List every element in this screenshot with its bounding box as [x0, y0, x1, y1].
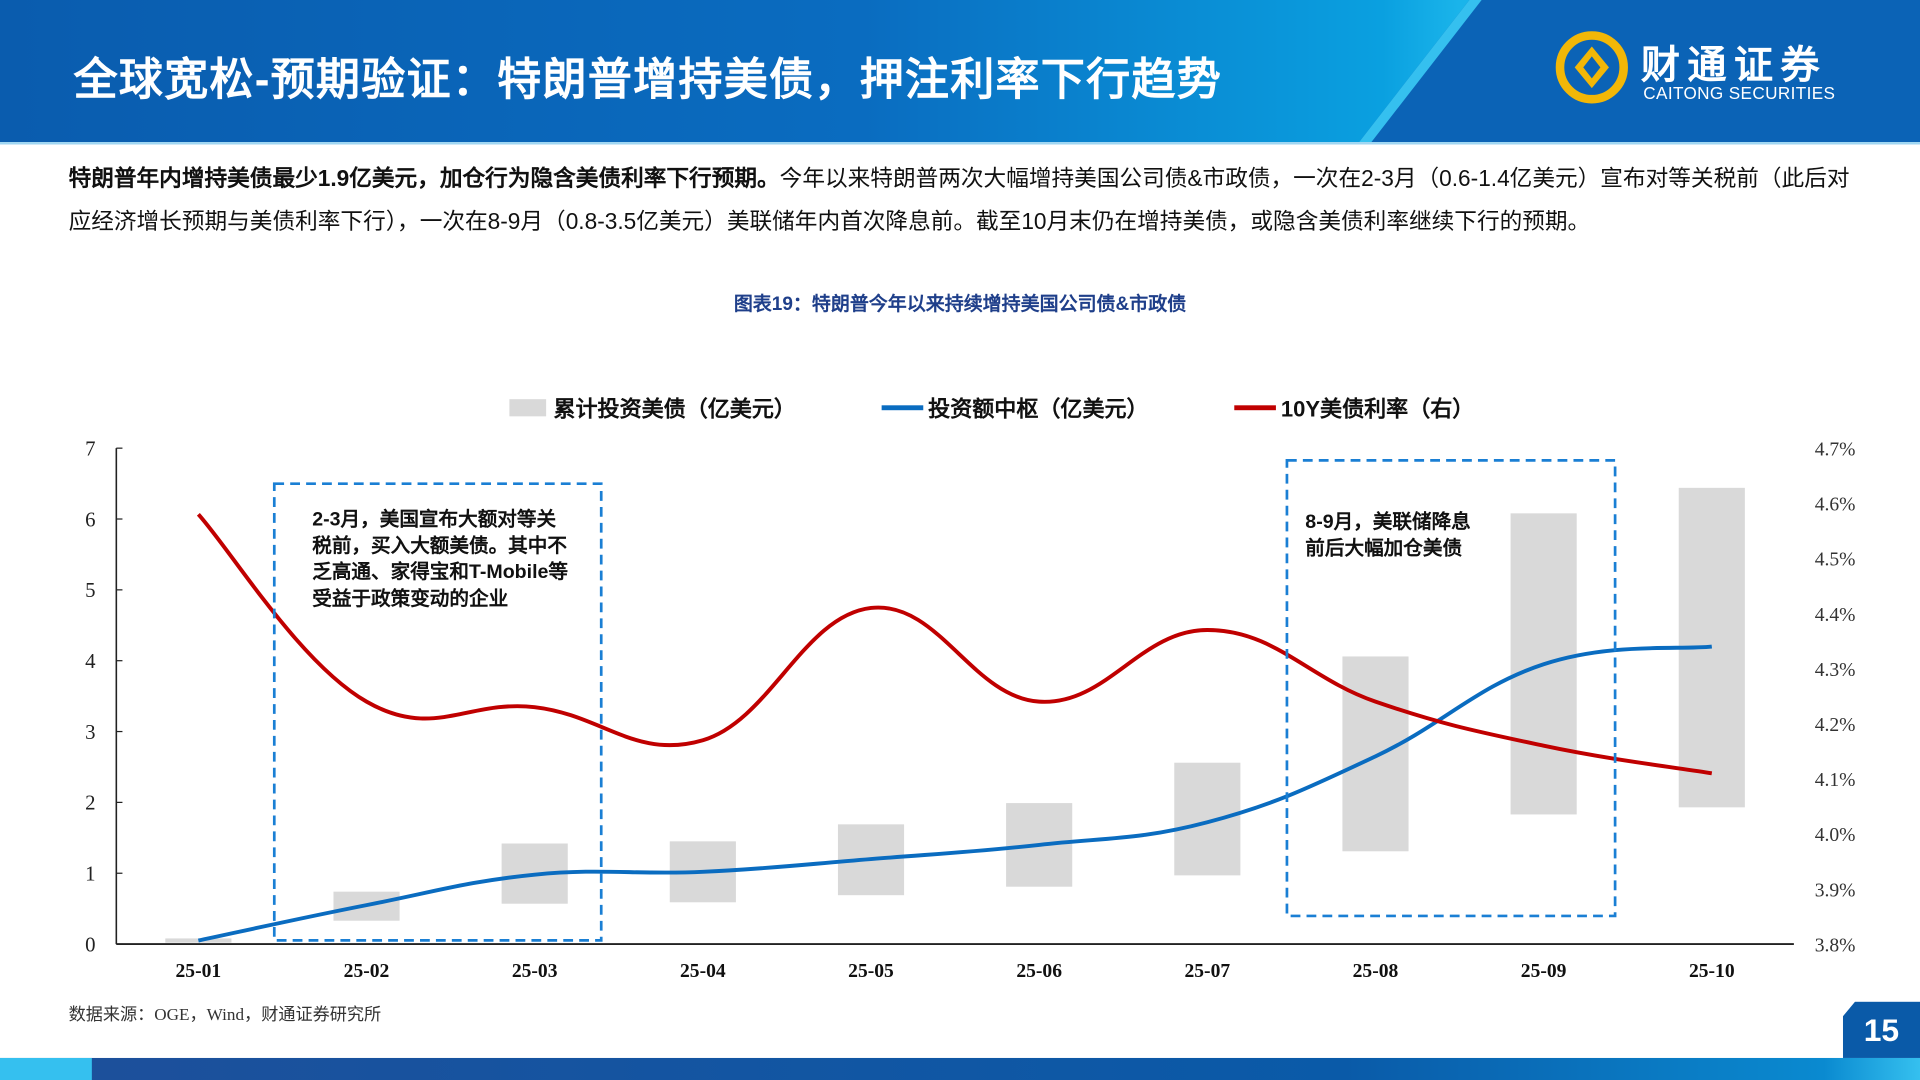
y-tick-label-right: 4.2%: [1815, 715, 1856, 736]
x-tick-label: 25-08: [1353, 961, 1399, 982]
summary-text: 今年以来特朗普两次大幅增持美国公司债&市政债，一次在2-3月（0.6-1.4亿美…: [68, 165, 1850, 234]
y-tick-label-left: 6: [85, 507, 95, 531]
y-tick-label-left: 5: [85, 578, 95, 602]
data-source: 数据来源：OGE，Wind，财通证券研究所: [68, 1006, 382, 1025]
footer-bar: [0, 1057, 1920, 1080]
y-tick-label-left: 1: [85, 862, 95, 886]
y-tick-label-right: 4.0%: [1815, 825, 1856, 846]
bar-25-04: [669, 841, 736, 903]
x-tick-label: 25-05: [848, 961, 894, 982]
bar-25-01: [165, 938, 232, 943]
bar-25-05: [837, 824, 905, 896]
y-tick-label-left: 3: [85, 720, 95, 744]
x-tick-label: 25-02: [344, 961, 390, 982]
legend-label: 10Y美债利率（右）: [1280, 396, 1475, 422]
bar-25-09: [1510, 513, 1577, 815]
summary-paragraph: 特朗普年内增持美债最少1.9亿美元，加仓行为隐含美债利率下行预期。今年以来特朗普…: [69, 157, 1857, 243]
chart-title: 图表19：特朗普今年以来持续增持美国公司债&市政债: [733, 293, 1187, 315]
legend-label: 投资额中枢（亿美元）: [928, 396, 1149, 422]
footer-accent: [0, 1057, 92, 1080]
bar-25-10: [1678, 487, 1745, 808]
y-tick-label-left: 0: [85, 932, 95, 956]
bar-25-07: [1174, 762, 1241, 876]
bar-25-03: [501, 843, 568, 904]
bar-25-02: [333, 891, 400, 921]
x-tick-label: 25-09: [1521, 961, 1567, 982]
y-tick-label-left: 4: [85, 649, 96, 673]
annotation-tariff: 2-3月，美国宣布大额对等关税前，买入大额美债。其中不乏高通、家得宝和T-Mob…: [312, 509, 569, 610]
annotation-line: 8-9月，美联储降息: [1305, 511, 1471, 533]
logo-text-en: CAITONG SECURITIES: [1643, 83, 1836, 103]
company-logo: 财通证券 CAITONG SECURITIES: [1555, 31, 1861, 105]
summary-bold: 特朗普年内增持美债最少1.9亿美元，加仓行为隐含美债利率下行预期。: [68, 165, 780, 192]
logo-text-cn: 财通证券: [1640, 42, 1827, 87]
y-tick-label-right: 3.9%: [1815, 880, 1856, 901]
x-tick-label: 25-01: [176, 961, 222, 982]
chart-legend: 累计投资美债（亿美元） 投资额中枢（亿美元） 10Y美债利率（右）: [509, 392, 1560, 424]
bar-25-06: [1006, 803, 1073, 887]
y-tick-label-left: 7: [85, 437, 95, 461]
legend-swatch-blue-line: [881, 405, 924, 411]
bar-25-08: [1342, 656, 1409, 852]
legend-swatch-bar: [509, 399, 547, 417]
legend-item-yield: 10Y美债利率（右）: [1234, 392, 1474, 424]
page-number: 15: [1842, 1001, 1920, 1058]
y-tick-label-right: 4.6%: [1815, 495, 1856, 516]
x-tick-label: 25-03: [512, 961, 558, 982]
header-divider: [0, 142, 1920, 145]
y-tick-label-right: 4.4%: [1815, 605, 1856, 626]
y-tick-label-right: 4.5%: [1815, 550, 1856, 571]
header-banner: 全球宽松-预期验证：特朗普增持美债，押注利率下行趋势 财通证券 CAITONG …: [0, 0, 1920, 143]
x-tick-label: 25-06: [1016, 961, 1062, 982]
logo-emblem-icon: [1555, 31, 1628, 104]
x-tick-label: 25-04: [680, 961, 726, 982]
y-tick-label-right: 4.7%: [1815, 440, 1856, 461]
page-title: 全球宽松-预期验证：特朗普增持美债，押注利率下行趋势: [73, 53, 1223, 105]
y-tick-label-left: 2: [85, 791, 95, 815]
legend-swatch-red-line: [1234, 405, 1276, 411]
annotation-fed-cut: 8-9月，美联储降息 前后大幅加仓美债: [1305, 509, 1470, 562]
line-investment-center: [197, 644, 1713, 943]
y-tick-label-right: 4.3%: [1815, 660, 1856, 681]
legend-item-cumulative: 累计投资美债（亿美元）: [509, 392, 796, 424]
legend-item-center: 投资额中枢（亿美元）: [881, 392, 1149, 424]
x-tick-label: 25-10: [1689, 961, 1735, 982]
legend-label: 累计投资美债（亿美元）: [553, 396, 796, 422]
x-tick-label: 25-07: [1184, 961, 1230, 982]
y-tick-label-right: 4.1%: [1815, 770, 1856, 791]
y-tick-label-right: 3.8%: [1815, 935, 1856, 956]
annotation-line: 前后大幅加仓美债: [1305, 538, 1463, 559]
